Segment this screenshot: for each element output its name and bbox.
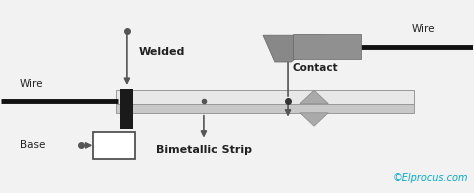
Text: Welded: Welded (139, 47, 185, 57)
Bar (93, 132, 136, 159)
Bar (293, 34, 361, 59)
Polygon shape (263, 35, 324, 62)
Text: Contact: Contact (293, 63, 338, 73)
Bar (117, 90, 414, 104)
Text: ©Elprocus.com: ©Elprocus.com (393, 173, 469, 183)
Text: Bimetallic Strip: Bimetallic Strip (156, 145, 252, 155)
Polygon shape (300, 113, 328, 126)
Text: Wire: Wire (19, 79, 43, 89)
Polygon shape (300, 90, 328, 104)
Bar (120, 89, 134, 129)
Bar (117, 104, 414, 113)
Text: Base: Base (19, 140, 45, 150)
Text: Wire: Wire (412, 25, 435, 34)
